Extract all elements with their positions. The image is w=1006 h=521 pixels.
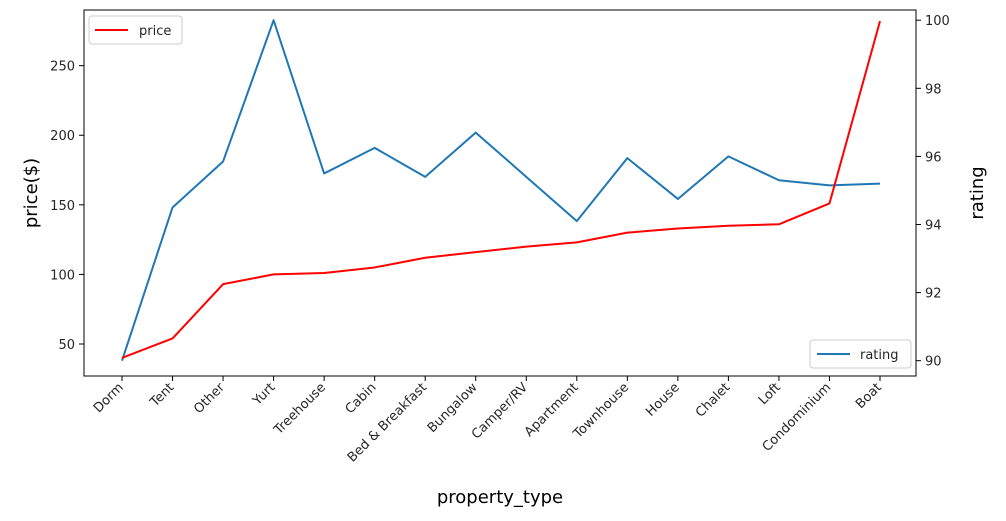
y-tick-label: 50 <box>58 338 75 353</box>
y-axis-ticks: 50 100 150 200 250 <box>50 60 84 353</box>
x-tick-label: House <box>643 380 682 419</box>
rating-point <box>525 176 527 178</box>
rating-point <box>626 157 628 159</box>
x-tick-label: Loft <box>756 380 784 408</box>
legend-price-label: price <box>139 24 171 39</box>
rating-point <box>879 183 881 185</box>
y2-axis-ticks: 90 92 94 96 98 100 <box>916 14 950 370</box>
y2-axis-label: rating <box>967 166 988 219</box>
rating-point <box>323 172 325 174</box>
rating-point <box>727 155 729 157</box>
rating-line <box>121 19 881 361</box>
y-tick-label: 200 <box>50 129 75 144</box>
x-tick-label: Chalet <box>693 380 733 420</box>
price-point <box>677 227 679 229</box>
rating-point <box>424 176 426 178</box>
rating-point <box>475 132 477 134</box>
series-lines <box>121 19 881 361</box>
price-point <box>525 246 527 248</box>
x-tick-label: Treehouse <box>271 380 329 438</box>
legend-rating: rating <box>809 339 912 369</box>
y2-tick-label: 94 <box>925 218 942 233</box>
price-point <box>222 283 224 285</box>
rating-point <box>172 206 174 208</box>
price-point <box>626 232 628 234</box>
x-tick-label: Other <box>191 380 228 417</box>
price-line <box>121 20 881 359</box>
x-axis-label: property_type <box>437 487 563 508</box>
y-axis-label: price($) <box>21 158 42 228</box>
y2-tick-label: 98 <box>925 82 942 97</box>
rating-point <box>222 161 224 163</box>
rating-point <box>374 147 376 149</box>
legend-rating-label: rating <box>860 348 899 363</box>
legend-price-box <box>88 15 183 45</box>
price-point <box>475 251 477 253</box>
rating-point <box>778 179 780 181</box>
price-point <box>374 266 376 268</box>
y2-tick-label: 100 <box>925 14 950 29</box>
y2-tick-label: 90 <box>925 355 942 370</box>
rating-point <box>677 198 679 200</box>
price-point <box>273 273 275 275</box>
price-point <box>576 241 578 243</box>
x-tick-label: Dorm <box>91 380 127 416</box>
y2-tick-label: 96 <box>925 150 942 165</box>
price-point <box>778 223 780 225</box>
price-point <box>879 20 881 22</box>
legend-rating-box <box>809 339 912 369</box>
price-point <box>424 257 426 259</box>
plot-area <box>83 9 917 377</box>
price-point <box>121 357 123 359</box>
y-tick-label: 150 <box>50 199 75 214</box>
y-tick-label: 100 <box>50 268 75 283</box>
price-point <box>323 272 325 274</box>
rating-point <box>273 19 275 21</box>
y-tick-label: 250 <box>50 60 75 75</box>
x-tick-label: Cabin <box>343 380 380 417</box>
y2-tick-label: 92 <box>925 287 942 302</box>
legend-price: price <box>88 15 183 45</box>
price-point <box>172 337 174 339</box>
x-tick-label: Boat <box>853 380 885 412</box>
rating-point <box>576 220 578 222</box>
price-point <box>828 202 830 204</box>
rating-point <box>828 184 830 186</box>
x-tick-label: Yurt <box>249 380 278 409</box>
price-point <box>727 225 729 227</box>
x-tick-label: Tent <box>147 380 177 410</box>
rating-point <box>121 360 123 362</box>
